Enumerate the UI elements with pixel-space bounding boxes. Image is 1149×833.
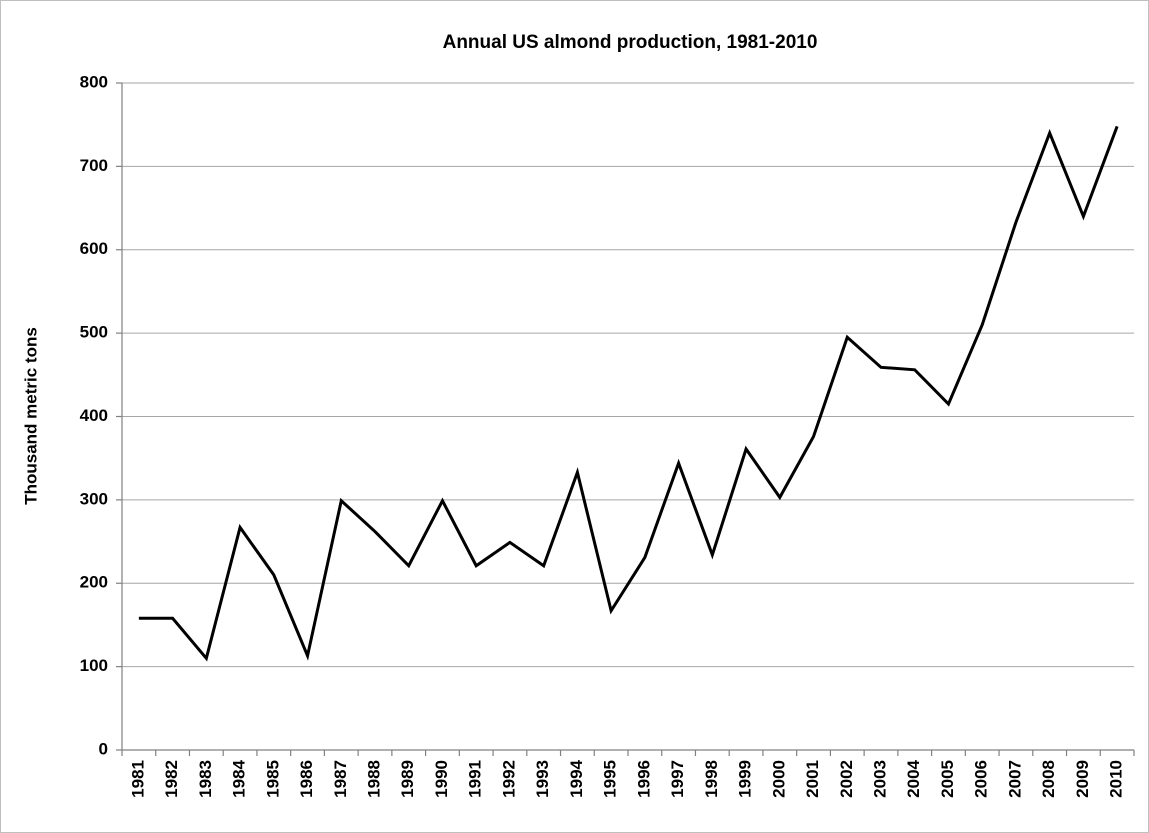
y-tick-label: 200 [80, 573, 108, 592]
x-tick-label: 1982 [162, 760, 181, 798]
x-tick-label: 2006 [972, 760, 991, 798]
x-tick-label: 2001 [803, 760, 822, 798]
x-tick-label: 1989 [398, 760, 417, 798]
x-tick-label: 2010 [1107, 760, 1126, 798]
y-tick-label: 600 [80, 239, 108, 258]
x-tick-label: 2003 [870, 760, 889, 798]
x-tick-label: 2009 [1073, 760, 1092, 798]
x-tick-label: 1986 [297, 760, 316, 798]
x-tick-label: 2000 [769, 760, 788, 798]
x-tick-label: 1987 [331, 760, 350, 798]
x-tick-label: 1997 [668, 760, 687, 798]
x-tick-label: 1993 [533, 760, 552, 798]
y-tick-label: 700 [80, 156, 108, 175]
data-line [138, 125, 1119, 662]
x-tick-label: 1994 [567, 759, 586, 797]
x-tick-label: 1999 [736, 760, 755, 798]
x-tick-label: 2008 [1039, 760, 1058, 798]
x-tick-label: 1998 [702, 760, 721, 798]
y-tick-label: 100 [80, 656, 108, 675]
x-tick-label: 1983 [196, 760, 215, 798]
x-tick-label: 1992 [499, 760, 518, 798]
chart-title: Annual US almond production, 1981-2010 [443, 32, 818, 53]
x-tick-label: 1995 [601, 760, 620, 798]
y-tick-label: 500 [80, 323, 108, 342]
x-tick-label: 1984 [230, 759, 249, 797]
x-tick-label: 1991 [466, 760, 485, 798]
x-tick-label: 2002 [837, 760, 856, 798]
x-tick-label: 1988 [364, 760, 383, 798]
x-tick-label: 2007 [1005, 760, 1024, 798]
y-tick-label: 400 [80, 406, 108, 425]
x-tick-label: 2005 [938, 760, 957, 798]
x-tick-label: 1996 [634, 760, 653, 798]
y-axis-label: Thousand metric tons [21, 327, 40, 505]
x-tick-label: 1985 [263, 760, 282, 798]
x-tick-label: 1990 [432, 760, 451, 798]
x-tick-label: 1981 [128, 760, 147, 798]
y-tick-label: 800 [80, 72, 108, 91]
y-tick-label: 0 [99, 739, 108, 758]
y-tick-label: 300 [80, 489, 108, 508]
x-tick-label: 2004 [904, 759, 923, 797]
